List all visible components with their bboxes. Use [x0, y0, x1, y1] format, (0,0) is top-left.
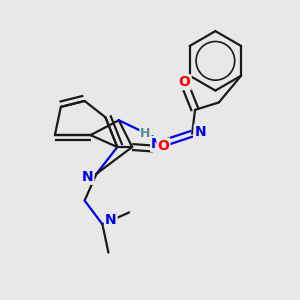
Text: N: N: [82, 170, 93, 184]
Text: O: O: [179, 75, 190, 89]
Text: N: N: [195, 125, 206, 139]
Text: O: O: [158, 139, 169, 152]
Text: N: N: [105, 213, 117, 227]
Text: N: N: [151, 137, 163, 151]
Text: H: H: [140, 127, 151, 140]
